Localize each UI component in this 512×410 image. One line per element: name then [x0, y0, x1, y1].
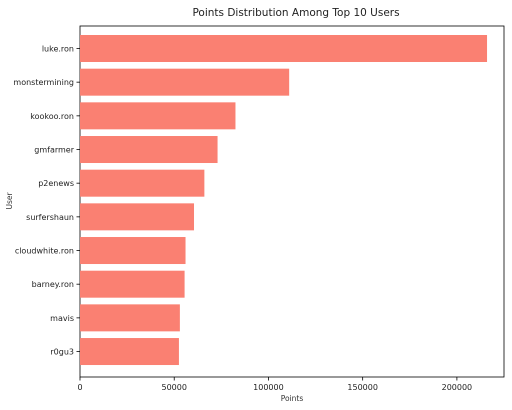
bar-luke-ron — [80, 35, 488, 62]
bar-gmfarmer — [80, 136, 218, 164]
bar-barney-ron — [80, 270, 185, 298]
y-tick-label: cloudwhite.ron — [15, 247, 74, 256]
bar-cloudwhite-ron — [80, 237, 186, 265]
bar-monstermining — [80, 68, 290, 96]
x-tick-label: 150000 — [347, 383, 378, 392]
y-tick-label: mavis — [50, 314, 74, 323]
x-axis-ticks: 0 50000 100000 150000 200000 — [77, 377, 472, 392]
bars-group — [80, 35, 488, 366]
y-tick-label: p2enews — [38, 179, 74, 188]
chart-title: Points Distribution Among Top 10 Users — [192, 7, 399, 19]
y-tick-label: surfershaun — [26, 213, 74, 222]
y-tick-label: gmfarmer — [34, 146, 74, 155]
y-tick-label: barney.ron — [32, 280, 74, 289]
plot-frame — [79, 25, 505, 378]
x-tick-label: 200000 — [442, 383, 473, 392]
x-tick-label: 0 — [77, 383, 82, 392]
x-axis-label: Points — [281, 394, 304, 403]
y-axis-ticks: luke.ron monstermining kookoo.ron gmfarmer p… — [13, 45, 80, 357]
x-tick-label: 50000 — [161, 383, 186, 392]
y-tick-label: monstermining — [13, 78, 74, 87]
y-tick-label: luke.ron — [42, 45, 74, 54]
bar-p2enews — [80, 169, 205, 197]
bar-r0gu3 — [80, 338, 179, 366]
x-tick-label: 100000 — [253, 383, 284, 392]
bar-surfershaun — [80, 203, 195, 231]
y-tick-label: r0gu3 — [50, 348, 74, 357]
y-tick-label: kookoo.ron — [30, 112, 74, 121]
bar-kookoo-ron — [80, 102, 236, 130]
bar-mavis — [80, 304, 180, 332]
y-axis-label: User — [5, 192, 14, 210]
